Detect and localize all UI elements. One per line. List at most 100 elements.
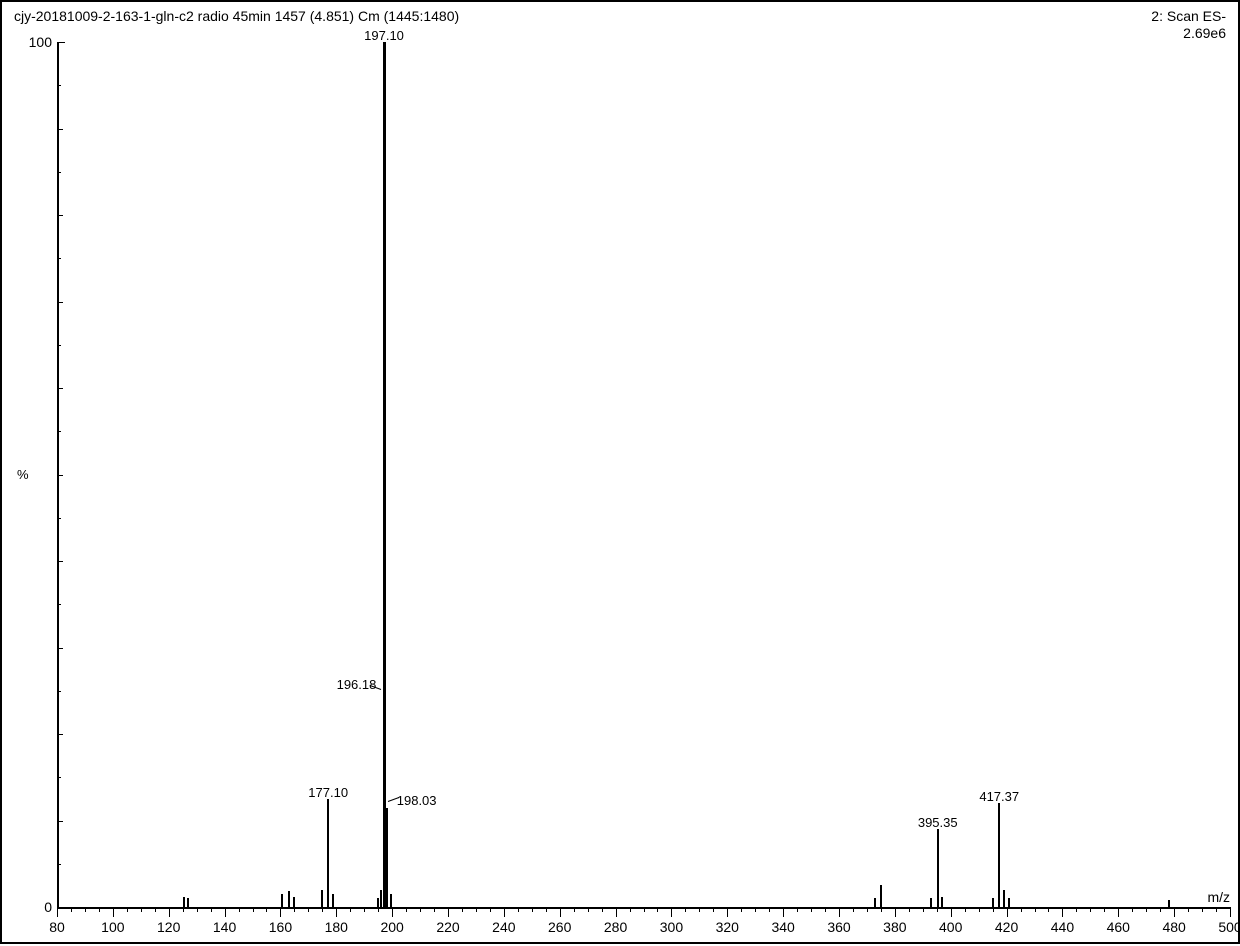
spectrum-peak [183, 897, 185, 907]
x-tick [1230, 907, 1231, 917]
x-minor-tick [1035, 907, 1036, 912]
x-minor-tick [630, 907, 631, 912]
x-minor-tick [127, 907, 128, 912]
x-minor-tick [378, 907, 379, 912]
spectrum-peak [937, 829, 939, 907]
x-minor-tick [1132, 907, 1133, 912]
x-tick-label: 460 [1107, 919, 1130, 935]
x-tick-label: 380 [883, 919, 906, 935]
y-tick [57, 907, 65, 908]
x-tick [113, 907, 114, 917]
x-tick [280, 907, 281, 917]
peak-label: 197.10 [364, 28, 404, 43]
y-minor-tick [57, 648, 63, 649]
x-minor-tick [420, 907, 421, 912]
peak-label: 198.03 [397, 793, 437, 808]
x-tick [616, 907, 617, 917]
spectrum-peak [377, 898, 379, 907]
x-tick-label: 280 [604, 919, 627, 935]
x-tick [1174, 907, 1175, 917]
spectrum-peak [1008, 898, 1010, 907]
spectrum-peak [321, 890, 323, 907]
y-minor-tick [57, 475, 63, 476]
x-minor-tick [294, 907, 295, 912]
x-minor-tick [713, 907, 714, 912]
x-minor-tick [1076, 907, 1077, 912]
x-minor-tick [657, 907, 658, 912]
x-minor-tick [253, 907, 254, 912]
x-tick [448, 907, 449, 917]
x-minor-tick [685, 907, 686, 912]
x-minor-tick [490, 907, 491, 912]
peak-label: 417.37 [979, 789, 1019, 804]
x-minor-tick [867, 907, 868, 912]
spectrum-peak [992, 898, 994, 907]
x-minor-tick [1146, 907, 1147, 912]
peak-label: 177.10 [308, 785, 348, 800]
x-tick [1007, 907, 1008, 917]
x-tick [225, 907, 226, 917]
x-minor-tick [937, 907, 938, 912]
x-tick [671, 907, 672, 917]
x-minor-tick [588, 907, 589, 912]
x-tick-label: 140 [213, 919, 236, 935]
x-minor-tick [811, 907, 812, 912]
x-tick-label: 120 [157, 919, 180, 935]
y-minor-tick [57, 864, 61, 865]
x-minor-tick [1188, 907, 1189, 912]
x-minor-tick [909, 907, 910, 912]
x-minor-tick [322, 907, 323, 912]
x-minor-tick [155, 907, 156, 912]
spectrum-peak [874, 898, 876, 907]
x-tick-label: 440 [1051, 919, 1074, 935]
plot-area: 0100%80100120140160180200220240260280300… [2, 2, 1240, 946]
x-minor-tick [769, 907, 770, 912]
x-tick [951, 907, 952, 917]
x-minor-tick [699, 907, 700, 912]
spectrum-peak [930, 898, 932, 907]
x-tick-label: 300 [660, 919, 683, 935]
x-minor-tick [755, 907, 756, 912]
y-minor-tick [57, 388, 63, 389]
x-minor-tick [644, 907, 645, 912]
spectrum-peak [1003, 890, 1005, 907]
x-tick [57, 907, 58, 917]
x-tick [727, 907, 728, 917]
x-minor-tick [979, 907, 980, 912]
spectrum-peak [281, 894, 283, 907]
x-minor-tick [183, 907, 184, 912]
x-minor-tick [350, 907, 351, 912]
x-minor-tick [197, 907, 198, 912]
x-minor-tick [99, 907, 100, 912]
x-minor-tick [1216, 907, 1217, 912]
spectrum-peak [390, 894, 392, 907]
x-minor-tick [1090, 907, 1091, 912]
y-tick-label: 100 [22, 34, 52, 50]
x-tick-label: 200 [380, 919, 403, 935]
x-axis-label: m/z [1207, 889, 1230, 905]
spectrum-peak [386, 808, 388, 907]
x-minor-tick [364, 907, 365, 912]
y-minor-tick [57, 85, 61, 86]
x-minor-tick [965, 907, 966, 912]
x-tick-label: 220 [436, 919, 459, 935]
x-tick-label: 160 [269, 919, 292, 935]
x-tick [839, 907, 840, 917]
x-minor-tick [266, 907, 267, 912]
x-tick [1062, 907, 1063, 917]
y-minor-tick [57, 561, 63, 562]
x-tick-label: 500 [1218, 919, 1240, 935]
y-tick-label: 0 [22, 899, 52, 915]
x-tick-label: 360 [827, 919, 850, 935]
x-minor-tick [993, 907, 994, 912]
spectrum-peak [332, 894, 334, 907]
x-minor-tick [923, 907, 924, 912]
x-minor-tick [518, 907, 519, 912]
x-tick-label: 420 [995, 919, 1018, 935]
y-minor-tick [57, 777, 61, 778]
x-tick-label: 100 [101, 919, 124, 935]
spectrum-peak [1168, 900, 1170, 907]
spectrum-peak [998, 803, 1000, 907]
x-minor-tick [602, 907, 603, 912]
x-minor-tick [741, 907, 742, 912]
